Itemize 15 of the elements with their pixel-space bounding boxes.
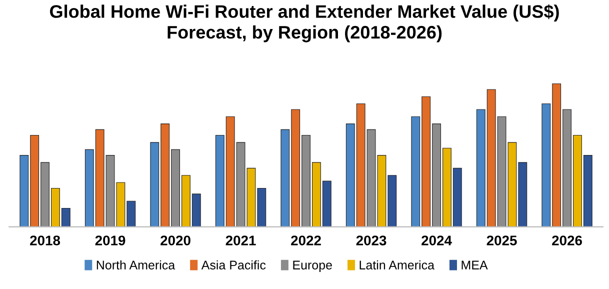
x-tick-label: 2021 bbox=[226, 236, 256, 246]
x-tick-label: 2018 bbox=[30, 236, 60, 246]
legend-label: North America bbox=[96, 260, 176, 270]
x-tick-label: 2020 bbox=[160, 236, 190, 246]
legend-label: Europe bbox=[293, 260, 332, 272]
x-tick-label: 2024 bbox=[422, 236, 452, 246]
x-tick-label: 2023 bbox=[356, 236, 386, 246]
x-tick-label: 2022 bbox=[291, 236, 321, 246]
x-tick-label: 2026 bbox=[552, 236, 582, 246]
chart-title: Global Home Wi-Fi Router and Extender Market Value (US$) Forecast, by Region (2018-2026) bbox=[50, 4, 559, 42]
legend-label: Asia Pacific bbox=[201, 260, 266, 270]
legend-label: MEA bbox=[462, 260, 488, 270]
x-tick-label: 2019 bbox=[95, 236, 126, 246]
x-tick-label: 2025 bbox=[486, 236, 517, 246]
legend-label: Latin America bbox=[360, 260, 434, 270]
